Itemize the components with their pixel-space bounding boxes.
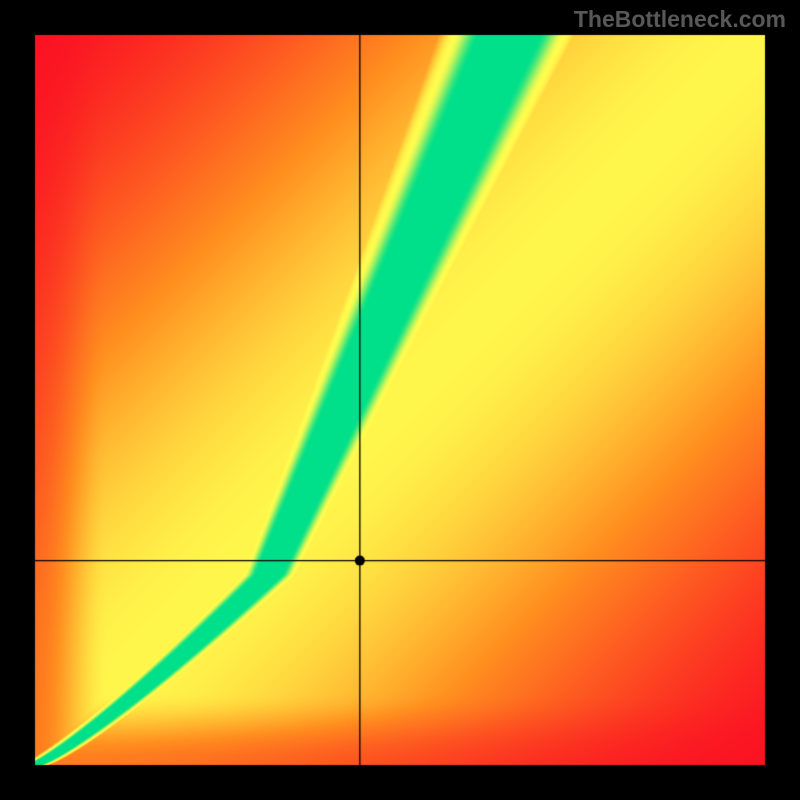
watermark-text: TheBottleneck.com (574, 6, 786, 33)
heatmap-canvas (0, 0, 800, 800)
chart-container: TheBottleneck.com (0, 0, 800, 800)
